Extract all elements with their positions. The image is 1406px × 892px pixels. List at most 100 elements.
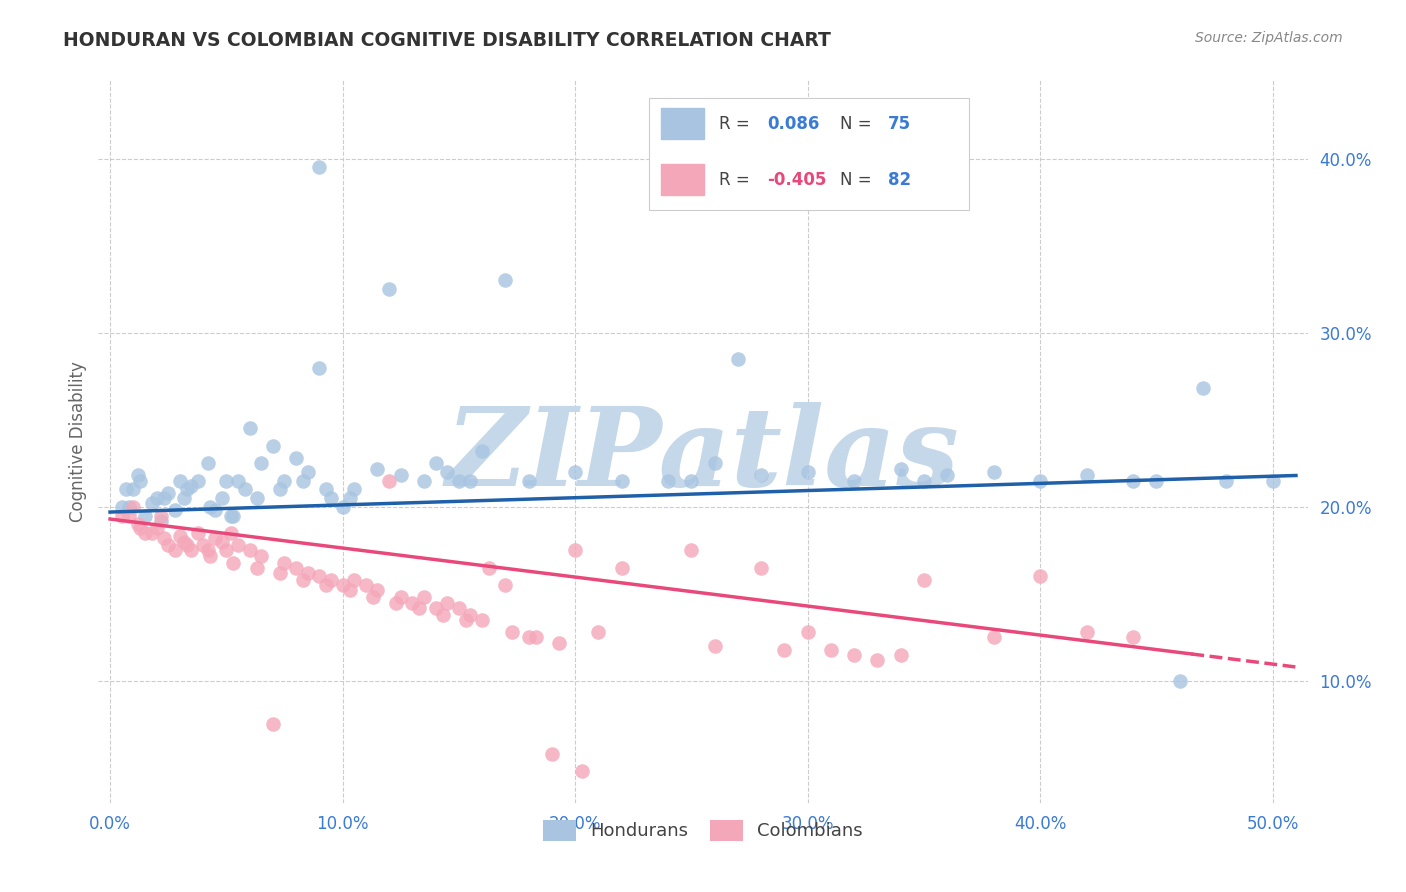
- Text: N =: N =: [839, 114, 876, 133]
- Point: [1122, 474, 1144, 488]
- Point: [866, 653, 889, 667]
- Point: [262, 439, 284, 453]
- Point: [308, 161, 330, 175]
- Point: [211, 534, 233, 549]
- Point: [413, 591, 436, 605]
- Point: [425, 600, 447, 615]
- Point: [150, 514, 173, 528]
- Point: [494, 273, 516, 287]
- Point: [343, 483, 366, 497]
- Point: [610, 561, 633, 575]
- Point: [547, 635, 569, 649]
- Legend: Hondurans, Colombians: Hondurans, Colombians: [536, 813, 870, 848]
- Point: [343, 573, 366, 587]
- Point: [460, 474, 482, 488]
- Point: [165, 503, 187, 517]
- Point: [269, 483, 291, 497]
- Point: [447, 600, 470, 615]
- Point: [366, 583, 388, 598]
- Point: [191, 538, 214, 552]
- Point: [308, 569, 330, 583]
- Point: [564, 543, 586, 558]
- Point: [215, 543, 238, 558]
- Point: [436, 465, 458, 479]
- Y-axis label: Cognitive Disability: Cognitive Disability: [69, 361, 87, 522]
- Point: [494, 578, 516, 592]
- Point: [890, 648, 912, 662]
- Point: [890, 461, 912, 475]
- Text: R =: R =: [718, 170, 755, 188]
- Point: [176, 538, 198, 552]
- Point: [222, 508, 245, 523]
- Point: [176, 483, 198, 497]
- Text: Source: ZipAtlas.com: Source: ZipAtlas.com: [1195, 31, 1343, 45]
- Point: [226, 538, 249, 552]
- Point: [141, 525, 163, 540]
- Point: [152, 531, 174, 545]
- Point: [180, 479, 202, 493]
- Point: [233, 483, 256, 497]
- Point: [222, 556, 245, 570]
- Point: [134, 508, 156, 523]
- Point: [401, 596, 423, 610]
- Point: [1122, 631, 1144, 645]
- Point: [122, 500, 145, 514]
- Point: [292, 474, 315, 488]
- FancyBboxPatch shape: [648, 98, 969, 211]
- Point: [111, 500, 134, 514]
- Point: [204, 531, 226, 545]
- Point: [339, 583, 361, 598]
- Point: [269, 566, 291, 580]
- Point: [157, 538, 180, 552]
- Point: [127, 517, 149, 532]
- Point: [571, 764, 593, 779]
- Point: [1215, 474, 1237, 488]
- Point: [118, 500, 141, 514]
- Point: [354, 578, 377, 592]
- Point: [681, 474, 703, 488]
- Point: [1261, 474, 1284, 488]
- Text: 75: 75: [889, 114, 911, 133]
- Point: [219, 508, 242, 523]
- Point: [250, 456, 273, 470]
- Point: [308, 360, 330, 375]
- Point: [501, 625, 523, 640]
- Point: [936, 468, 959, 483]
- Point: [912, 573, 935, 587]
- Point: [727, 351, 749, 366]
- Point: [332, 578, 354, 592]
- Point: [187, 525, 209, 540]
- Text: 0.086: 0.086: [768, 114, 820, 133]
- Point: [152, 491, 174, 505]
- Point: [145, 491, 167, 505]
- Point: [385, 596, 408, 610]
- Point: [1029, 474, 1052, 488]
- Point: [389, 591, 412, 605]
- Point: [169, 474, 191, 488]
- Point: [564, 465, 586, 479]
- Point: [122, 483, 145, 497]
- Point: [339, 491, 361, 505]
- Point: [197, 456, 219, 470]
- Point: [134, 525, 156, 540]
- Point: [389, 468, 412, 483]
- Point: [285, 451, 308, 466]
- Point: [1192, 381, 1215, 395]
- Point: [796, 465, 818, 479]
- Text: -0.405: -0.405: [768, 170, 827, 188]
- Point: [540, 747, 562, 761]
- Point: [129, 474, 152, 488]
- Point: [198, 549, 221, 563]
- Point: [165, 543, 187, 558]
- Point: [273, 474, 295, 488]
- Point: [749, 468, 772, 483]
- Point: [315, 578, 337, 592]
- Point: [749, 561, 772, 575]
- Point: [436, 596, 458, 610]
- Point: [773, 642, 796, 657]
- Point: [198, 500, 221, 514]
- Point: [517, 631, 540, 645]
- Point: [844, 474, 866, 488]
- Point: [204, 503, 226, 517]
- Point: [245, 561, 267, 575]
